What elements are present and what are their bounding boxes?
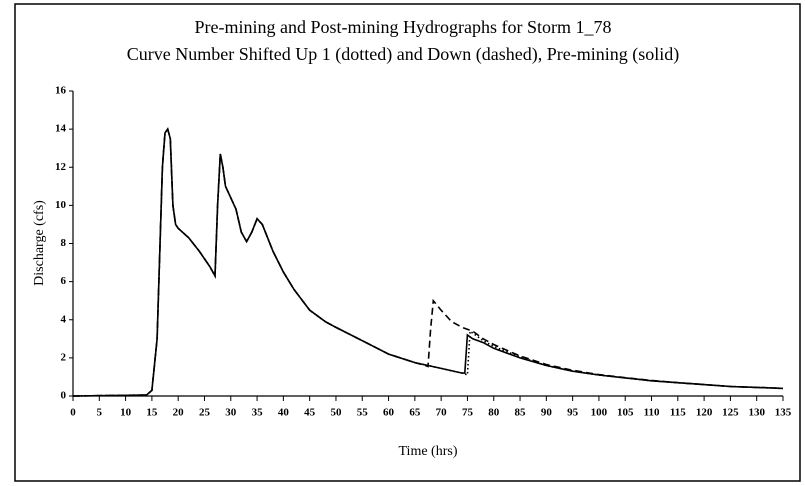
x-tick-label: 100 <box>591 407 608 419</box>
x-tick-label: 60 <box>383 407 395 419</box>
y-tick-label: 2 <box>61 351 67 363</box>
chart-frame <box>14 3 801 482</box>
x-tick-label: 85 <box>515 407 527 419</box>
x-tick-label: 20 <box>173 407 185 419</box>
x-tick-label: 55 <box>357 407 369 419</box>
x-tick-label: 95 <box>567 407 579 419</box>
x-tick-label: 35 <box>252 407 264 419</box>
x-tick-label: 30 <box>225 407 237 419</box>
x-tick-label: 135 <box>775 407 792 419</box>
x-tick-label: 110 <box>644 407 660 419</box>
y-tick-label: 4 <box>61 313 67 325</box>
x-tick-label: 75 <box>462 407 474 419</box>
x-tick-label: 40 <box>278 407 290 419</box>
x-tick-label: 65 <box>409 407 421 419</box>
y-axis-label: Discharge (cfs) <box>32 200 47 286</box>
x-tick-label: 130 <box>748 407 765 419</box>
x-tick-label: 5 <box>97 407 103 419</box>
x-tick-label: 15 <box>146 407 158 419</box>
x-tick-label: 125 <box>722 407 739 419</box>
x-tick-label: 115 <box>670 407 686 419</box>
x-tick-label: 50 <box>330 407 342 419</box>
y-tick-label: 12 <box>55 161 67 173</box>
y-tick-label: 10 <box>55 199 67 211</box>
x-tick-label: 120 <box>696 407 713 419</box>
series-line <box>72 127 784 397</box>
y-tick-label: 6 <box>61 275 67 287</box>
y-tick-label: 0 <box>61 390 67 402</box>
y-tick-label: 16 <box>55 85 67 97</box>
chart-subtitle: Curve Number Shifted Up 1 (dotted) and D… <box>127 44 679 65</box>
x-tick-label: 80 <box>488 407 500 419</box>
y-tick-label: 8 <box>61 237 67 249</box>
x-tick-label: 10 <box>120 407 132 419</box>
x-tick-label: 105 <box>617 407 634 419</box>
x-axis-label: Time (hrs) <box>399 444 458 459</box>
x-tick-label: 90 <box>541 407 553 419</box>
chart-title: Pre-mining and Post-mining Hydrographs f… <box>195 17 612 37</box>
x-tick-label: 0 <box>70 407 76 419</box>
x-tick-label: 70 <box>436 407 448 419</box>
y-tick-label: 14 <box>55 123 67 135</box>
x-tick-label: 25 <box>199 407 211 419</box>
x-tick-label: 45 <box>304 407 316 419</box>
